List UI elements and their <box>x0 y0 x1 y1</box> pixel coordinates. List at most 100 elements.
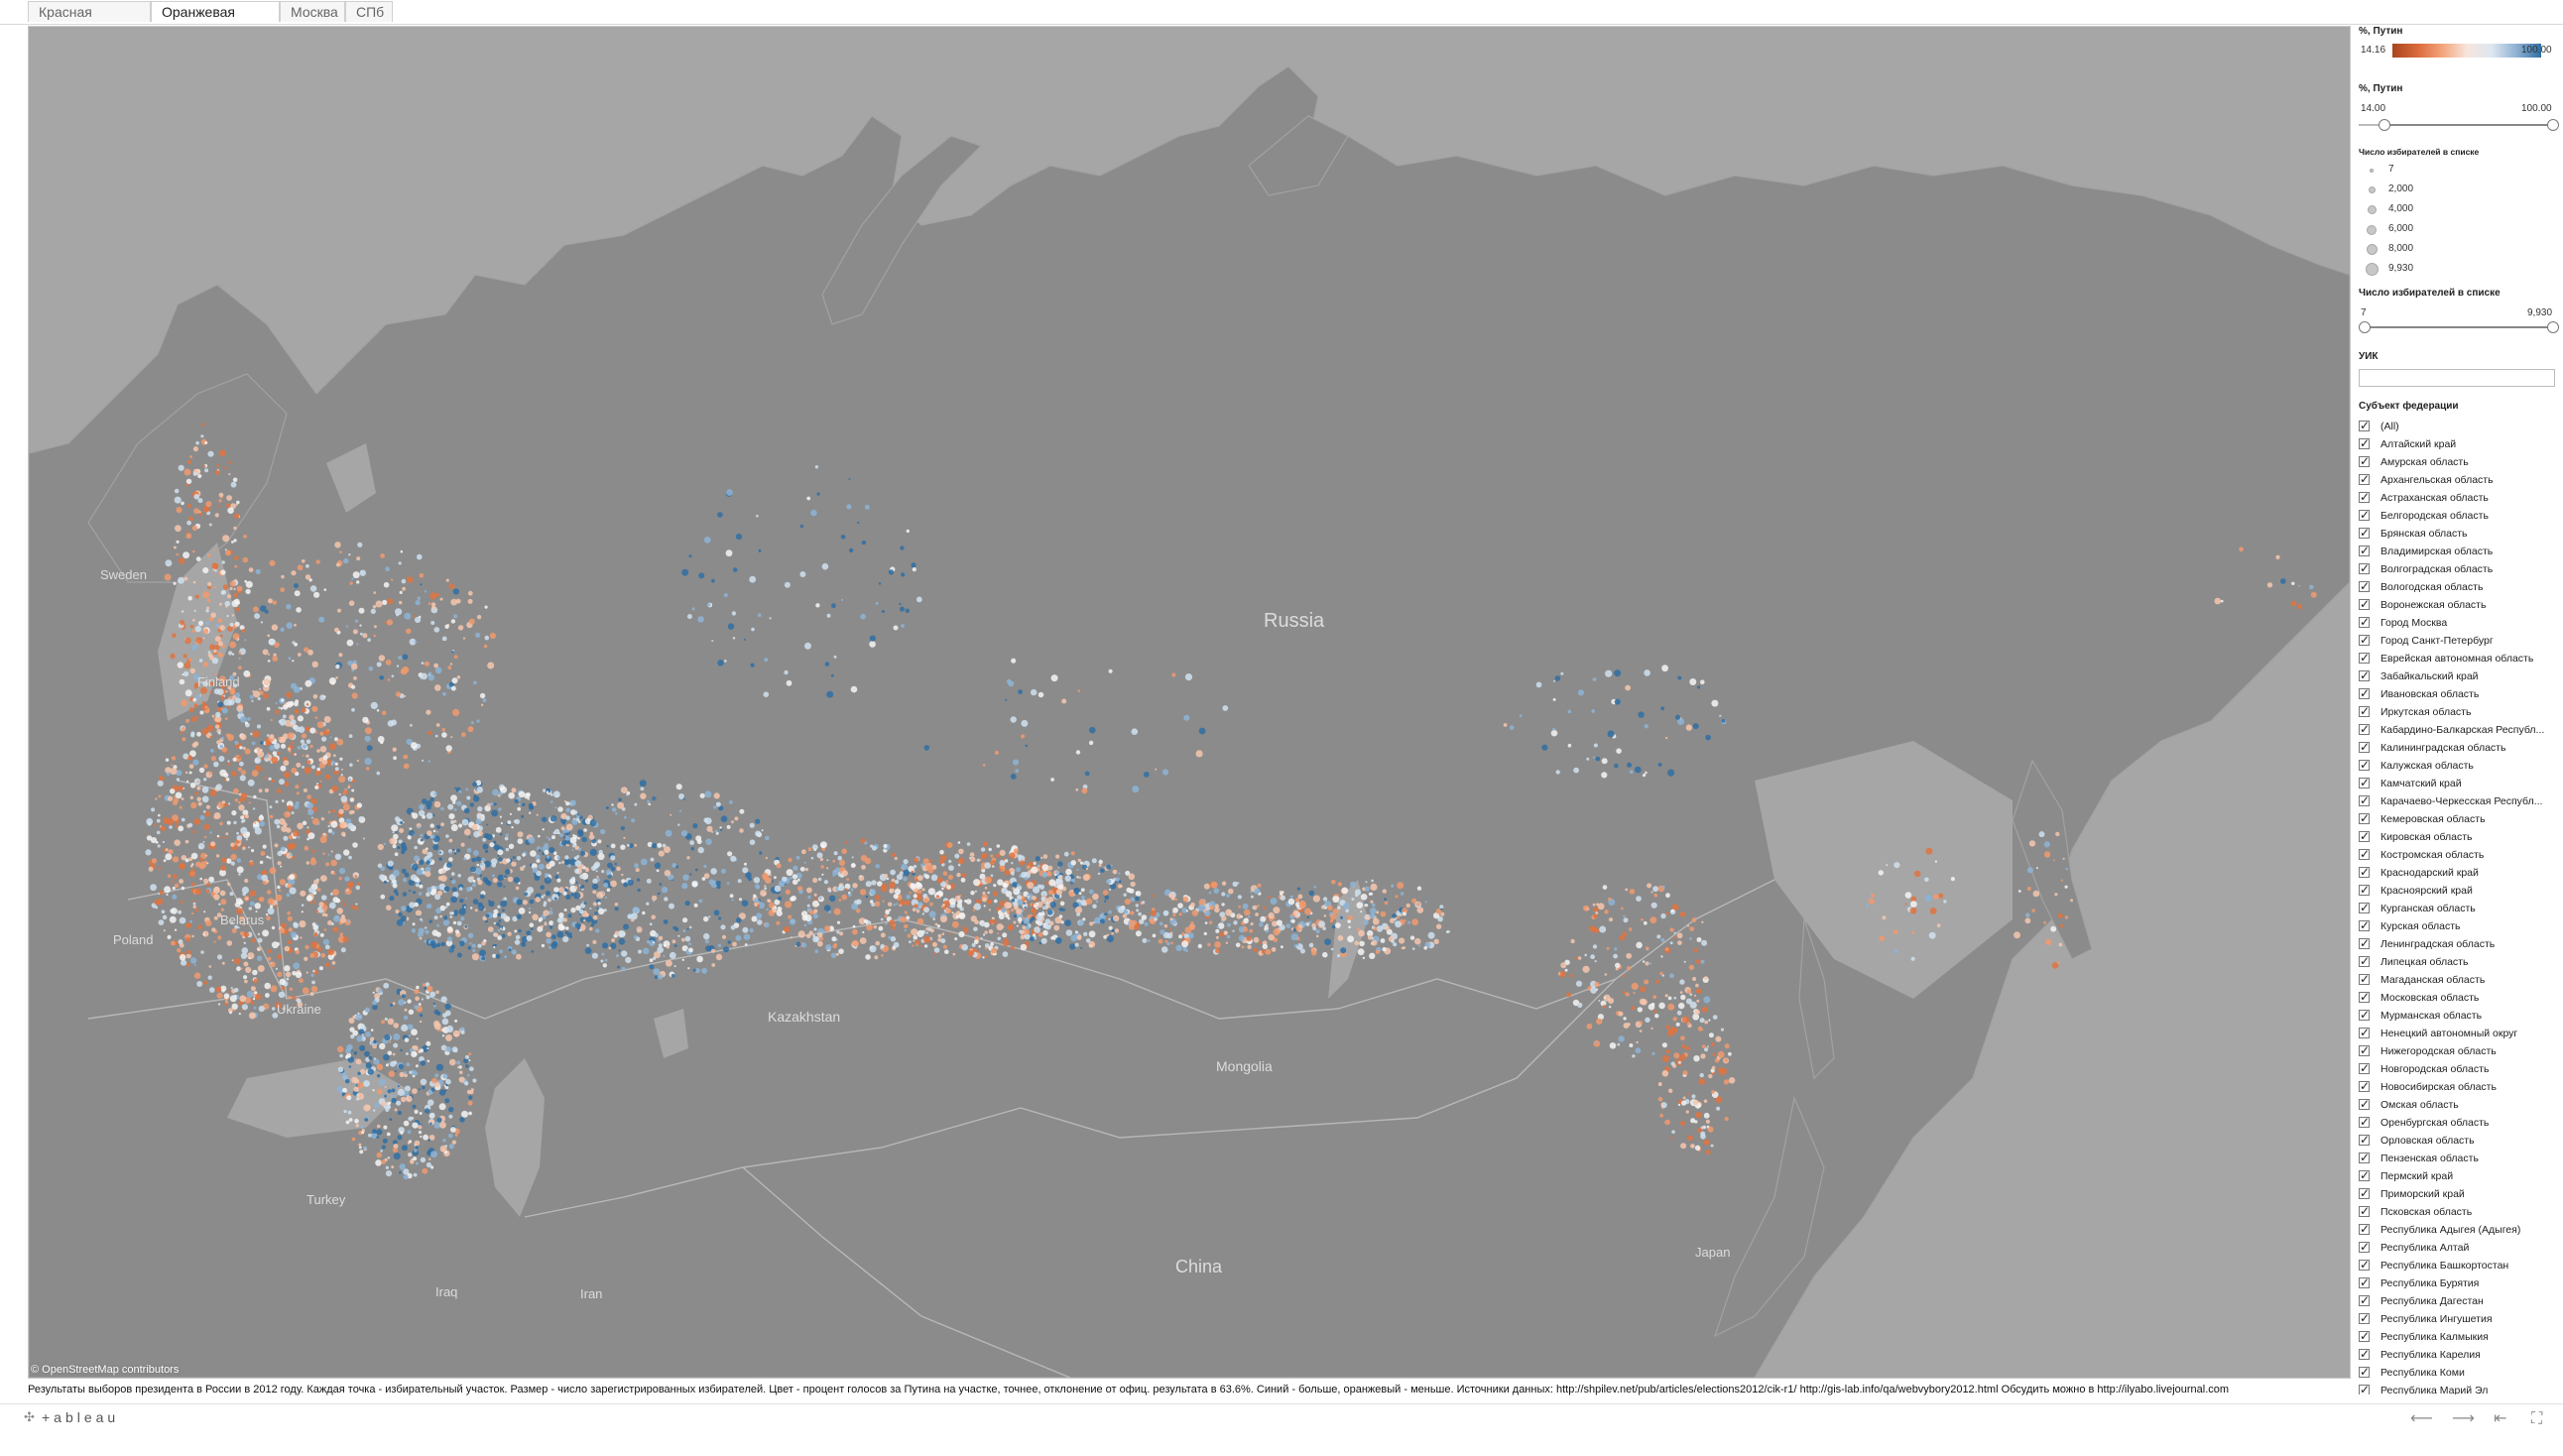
region-checkbox-item[interactable]: Республика Адыгея (Адыгея) <box>2359 1222 2557 1240</box>
region-checkbox-item[interactable]: Иркутская область <box>2359 704 2557 722</box>
region-checkbox-item[interactable]: Воронежская область <box>2359 597 2557 615</box>
checkbox-checked-icon[interactable] <box>2359 704 2370 719</box>
region-checkbox-item[interactable]: Республика Карелия <box>2359 1347 2557 1365</box>
map-attribution[interactable]: © OpenStreetMap contributors <box>31 1364 180 1376</box>
checkbox-checked-icon[interactable] <box>2359 472 2370 487</box>
region-checkbox-item[interactable]: Кемеровская область <box>2359 811 2557 829</box>
checkbox-checked-icon[interactable] <box>2359 1365 2370 1380</box>
checkbox-checked-icon[interactable] <box>2359 847 2370 862</box>
pct-slider-max-handle[interactable] <box>2547 119 2559 131</box>
checkbox-checked-icon[interactable] <box>2359 829 2370 844</box>
checkbox-checked-icon[interactable] <box>2359 1204 2370 1219</box>
checkbox-checked-icon[interactable] <box>2359 651 2370 666</box>
checkbox-checked-icon[interactable] <box>2359 1311 2370 1326</box>
redo-icon[interactable]: ⟶ <box>2452 1408 2475 1427</box>
region-checkbox-item[interactable]: Ленинградская область <box>2359 936 2557 954</box>
region-checkbox-item[interactable]: (All) <box>2359 419 2557 436</box>
region-checkbox-item[interactable]: Республика Башкортостан <box>2359 1258 2557 1275</box>
region-checkbox-item[interactable]: Забайкальский край <box>2359 668 2557 686</box>
tableau-logo[interactable]: +ableau <box>42 1409 120 1425</box>
region-checkbox-item[interactable]: Костромская область <box>2359 847 2557 865</box>
region-checkbox-item[interactable]: Липецкая область <box>2359 954 2557 972</box>
checkbox-checked-icon[interactable] <box>2359 954 2370 969</box>
region-checkbox-item[interactable]: Астраханская область <box>2359 490 2557 508</box>
region-checkbox-item[interactable]: Курганская область <box>2359 901 2557 918</box>
checkbox-checked-icon[interactable] <box>2359 1115 2370 1130</box>
region-checkbox-item[interactable]: Республика Бурятия <box>2359 1275 2557 1293</box>
checkbox-checked-icon[interactable] <box>2359 454 2370 469</box>
checkbox-checked-icon[interactable] <box>2359 633 2370 648</box>
region-checkbox-item[interactable]: Белгородская область <box>2359 508 2557 526</box>
checkbox-checked-icon[interactable] <box>2359 793 2370 808</box>
revert-icon[interactable]: ⇤ <box>2494 1408 2507 1427</box>
tab-oranzhevaya-zaraza[interactable]: Оранжевая зараза <box>151 1 280 41</box>
checkbox-checked-icon[interactable] <box>2359 918 2370 933</box>
region-checkbox-item[interactable]: Калининградская область <box>2359 740 2557 758</box>
region-checkbox-item[interactable]: Оренбургская область <box>2359 1115 2557 1133</box>
checkbox-checked-icon[interactable] <box>2359 508 2370 523</box>
region-checkbox-item[interactable]: Калужская область <box>2359 758 2557 776</box>
pct-slider-min-handle[interactable] <box>2379 119 2390 131</box>
region-checkbox-item[interactable]: Ненецкий автономный округ <box>2359 1026 2557 1043</box>
checkbox-checked-icon[interactable] <box>2359 1329 2370 1344</box>
region-checkbox-item[interactable]: Республика Дагестан <box>2359 1293 2557 1311</box>
region-checkbox-item[interactable]: Красноярский край <box>2359 883 2557 901</box>
region-checkbox-item[interactable]: Волгоградская область <box>2359 561 2557 579</box>
checkbox-checked-icon[interactable] <box>2359 526 2370 541</box>
size-slider-min-handle[interactable] <box>2359 321 2371 333</box>
checkbox-checked-icon[interactable] <box>2359 668 2370 683</box>
region-checkbox-item[interactable]: Кировская область <box>2359 829 2557 847</box>
checkbox-checked-icon[interactable] <box>2359 865 2370 880</box>
checkbox-checked-icon[interactable] <box>2359 990 2370 1005</box>
checkbox-checked-icon[interactable] <box>2359 1240 2370 1255</box>
checkbox-checked-icon[interactable] <box>2359 1383 2370 1395</box>
checkbox-checked-icon[interactable] <box>2359 758 2370 773</box>
region-checkbox-item[interactable]: Архангельская область <box>2359 472 2557 490</box>
election-map[interactable]: Russia Sweden Finland Belarus Poland Ukr… <box>28 26 2351 1379</box>
uik-input[interactable] <box>2359 369 2555 387</box>
region-checkbox-item[interactable]: Республика Марий Эл <box>2359 1383 2557 1395</box>
checkbox-checked-icon[interactable] <box>2359 1186 2370 1201</box>
checkbox-checked-icon[interactable] <box>2359 1079 2370 1094</box>
region-checkbox-item[interactable]: Амурская область <box>2359 454 2557 472</box>
checkbox-checked-icon[interactable] <box>2359 490 2370 505</box>
checkbox-checked-icon[interactable] <box>2359 936 2370 951</box>
tab-moskva[interactable]: Москва <box>280 1 345 22</box>
region-checkbox-item[interactable]: Новгородская область <box>2359 1061 2557 1079</box>
region-checkbox-item[interactable]: Город Санкт-Петербург <box>2359 633 2557 651</box>
tab-krasnaya-plesen[interactable]: Красная плесень <box>28 1 151 41</box>
checkbox-checked-icon[interactable] <box>2359 615 2370 630</box>
region-checkbox-item[interactable]: Московская область <box>2359 990 2557 1008</box>
checkbox-checked-icon[interactable] <box>2359 1151 2370 1165</box>
region-checkbox-item[interactable]: Камчатский край <box>2359 776 2557 793</box>
region-checkbox-item[interactable]: Республика Алтай <box>2359 1240 2557 1258</box>
region-checkbox-item[interactable]: Республика Ингушетия <box>2359 1311 2557 1329</box>
region-checkbox-item[interactable]: Курская область <box>2359 918 2557 936</box>
size-slider-max-handle[interactable] <box>2547 321 2559 333</box>
checkbox-checked-icon[interactable] <box>2359 901 2370 915</box>
checkbox-checked-icon[interactable] <box>2359 1168 2370 1183</box>
checkbox-checked-icon[interactable] <box>2359 776 2370 790</box>
region-checkbox-item[interactable]: Республика Коми <box>2359 1365 2557 1383</box>
region-checkbox-item[interactable]: Город Москва <box>2359 615 2557 633</box>
checkbox-checked-icon[interactable] <box>2359 436 2370 451</box>
checkbox-checked-icon[interactable] <box>2359 740 2370 755</box>
checkbox-checked-icon[interactable] <box>2359 579 2370 594</box>
region-checkbox-item[interactable]: Пермский край <box>2359 1168 2557 1186</box>
checkbox-checked-icon[interactable] <box>2359 1275 2370 1290</box>
region-checkbox-item[interactable]: Карачаево-Черкесская Республ... <box>2359 793 2557 811</box>
tab-spb[interactable]: СПб <box>345 1 393 22</box>
checkbox-checked-icon[interactable] <box>2359 1347 2370 1362</box>
region-checkbox-item[interactable]: Вологодская область <box>2359 579 2557 597</box>
region-checkbox-item[interactable]: Краснодарский край <box>2359 865 2557 883</box>
checkbox-checked-icon[interactable] <box>2359 686 2370 701</box>
checkbox-checked-icon[interactable] <box>2359 561 2370 576</box>
region-checkbox-item[interactable]: Брянская область <box>2359 526 2557 544</box>
region-checkbox-item[interactable]: Новосибирская область <box>2359 1079 2557 1097</box>
region-checkbox-item[interactable]: Магаданская область <box>2359 972 2557 990</box>
region-checkbox-item[interactable]: Приморский край <box>2359 1186 2557 1204</box>
checkbox-checked-icon[interactable] <box>2359 1061 2370 1076</box>
region-checkbox-item[interactable]: Еврейская автономная область <box>2359 651 2557 668</box>
map-canvas[interactable]: Russia Sweden Finland Belarus Poland Ukr… <box>29 27 2350 1378</box>
region-checkbox-item[interactable]: Омская область <box>2359 1097 2557 1115</box>
